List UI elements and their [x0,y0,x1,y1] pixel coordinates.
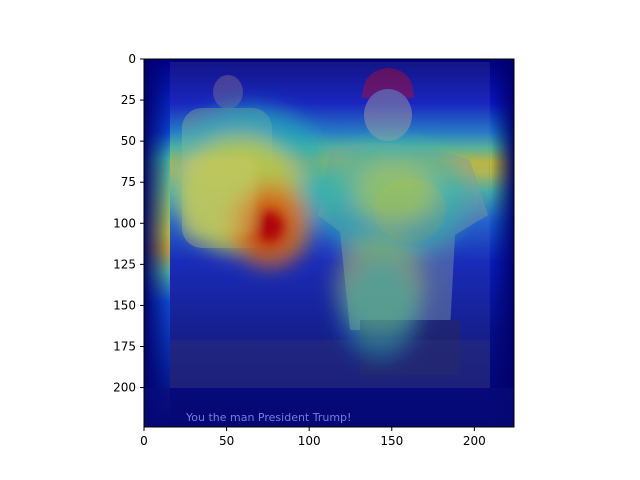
y-tick-label: 0 [128,52,136,66]
y-tick-label: 50 [121,134,136,148]
y-tick-label: 100 [113,216,136,230]
x-axis: 0 50 100 150 200 [140,427,486,448]
y-tick-label: 75 [121,175,136,189]
image-caption: You the man President Trump! [185,411,351,424]
y-axis: 0 25 50 75 100 125 150 175 200 [113,52,144,395]
y-tick-label: 175 [113,340,136,354]
x-tick-label: 150 [380,434,403,448]
heatmap-image: You the man President Trump! [144,59,514,427]
x-tick-label: 200 [463,434,486,448]
y-tick-label: 125 [113,257,136,271]
y-tick-label: 200 [113,381,136,395]
y-tick-label: 25 [121,93,136,107]
x-tick-label: 100 [298,434,321,448]
axes-frame [143,58,515,428]
edge-vignette [144,59,514,427]
bottom-band [144,388,514,427]
x-tick-label: 0 [140,434,148,448]
y-tick-label: 150 [113,298,136,312]
x-tick-label: 50 [219,434,234,448]
